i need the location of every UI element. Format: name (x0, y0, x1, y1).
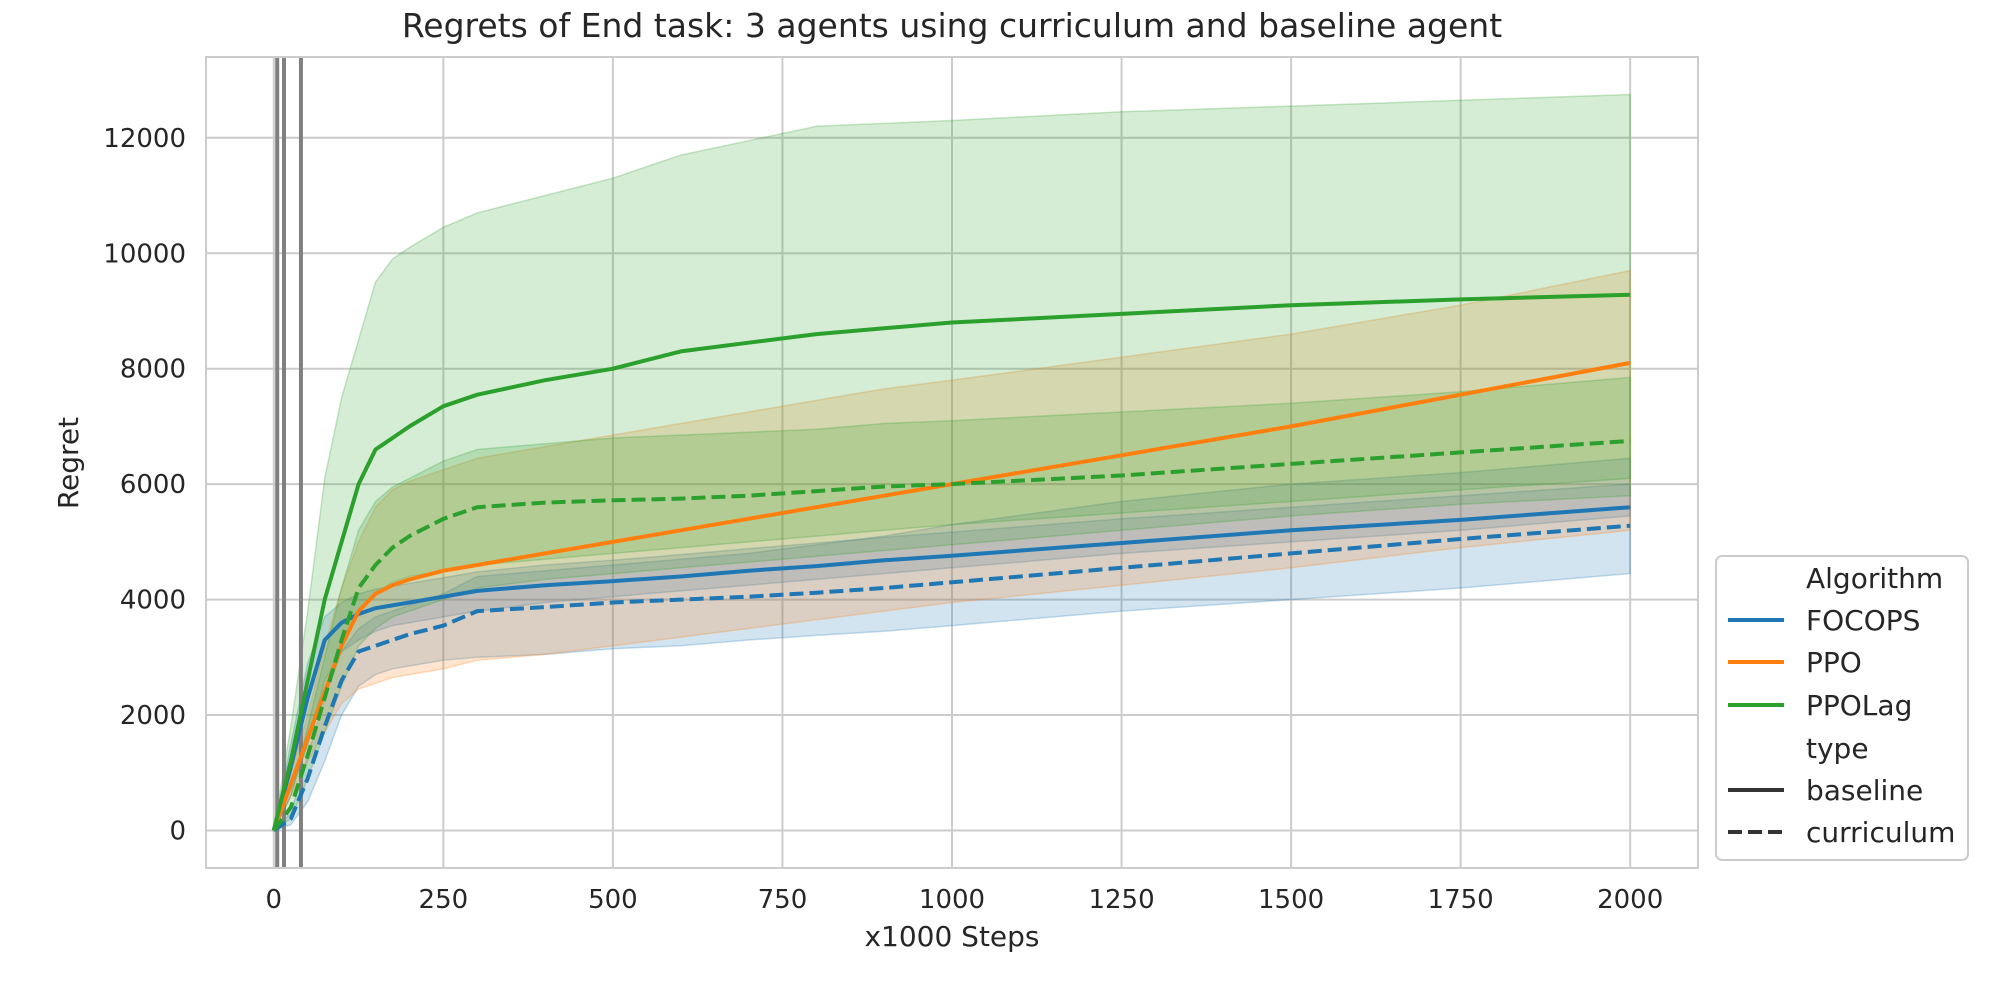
y-tick-label: 6000 (120, 470, 186, 500)
legend: Algorithm FOCOPS PPO PPOLag type baselin… (1715, 555, 1969, 861)
y-tick-label: 12000 (103, 124, 186, 154)
ppolag-baseline-band (273, 93, 1631, 831)
ppolag-curriculum-line (272, 438, 1631, 832)
x-tick-label: 1000 (919, 885, 985, 915)
legend-title-type: type (1806, 732, 1869, 765)
x-tick-label: 1250 (1088, 885, 1154, 915)
confidence-bands (271, 93, 1631, 833)
legend-label-focops: FOCOPS (1806, 604, 1920, 637)
legend-label-curriculum: curriculum (1806, 816, 1955, 849)
focops-curriculum-band (273, 457, 1631, 832)
focops-curriculum-line (272, 523, 1631, 833)
x-tick-label: 250 (419, 885, 469, 915)
series-lines (271, 292, 1631, 833)
y-axis-label: Regret (52, 417, 85, 509)
x-tick-label: 500 (588, 885, 638, 915)
x-axis-label: x1000 Steps (864, 920, 1039, 953)
y-tick-labels: 0 2000 4000 6000 8000 10000 12000 (103, 124, 186, 847)
plot-frame (205, 56, 1699, 869)
legend-label-ppo: PPO (1806, 646, 1862, 679)
ppo-baseline-band (273, 269, 1631, 831)
y-tick-label: 10000 (103, 239, 186, 269)
focops-baseline-line (271, 505, 1631, 832)
ppolag-curriculum-band (271, 376, 1631, 833)
y-tick-label: 8000 (120, 355, 186, 385)
x-tick-label: 0 (266, 885, 283, 915)
legend-label-baseline: baseline (1806, 774, 1923, 807)
x-tick-labels: 0 250 500 750 1000 1250 1500 1750 2000 (266, 885, 1664, 915)
y-tick-label: 4000 (120, 586, 186, 616)
legend-label-ppolag: PPOLag (1806, 689, 1912, 722)
y-tick-label: 2000 (120, 701, 186, 731)
legend-title-algorithm: Algorithm (1806, 562, 1943, 595)
ppolag-baseline-line (271, 292, 1631, 831)
x-tick-label: 1750 (1428, 885, 1494, 915)
x-tick-label: 1500 (1258, 885, 1324, 915)
chart-title: Regrets of End task: 3 agents using curr… (402, 6, 1502, 45)
y-tick-label: 0 (169, 816, 186, 846)
x-tick-label: 750 (758, 885, 808, 915)
legend-box (1715, 555, 1969, 861)
x-tick-label: 2000 (1597, 885, 1663, 915)
